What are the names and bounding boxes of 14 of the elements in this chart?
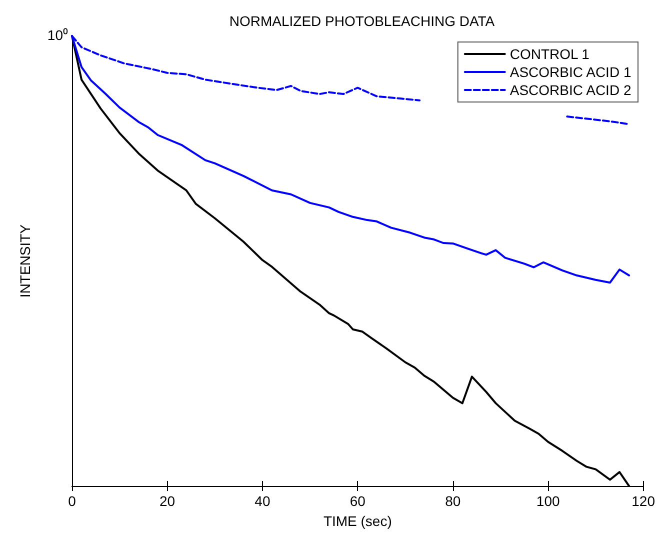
x-tick-label: 20 [159, 493, 176, 509]
x-tick-label: 0 [68, 493, 76, 509]
legend-label: ASCORBIC ACID 2 [510, 82, 632, 98]
chart-title: NORMALIZED PHOTOBLEACHING DATA [229, 13, 496, 29]
x-tick-label: 60 [350, 493, 366, 509]
x-tick-label: 100 [536, 493, 560, 509]
x-tick-label: 80 [445, 493, 461, 509]
x-axis-title: TIME (sec) [323, 513, 392, 529]
legend-label: CONTROL 1 [510, 46, 590, 62]
y-axis-title: INTENSITY [17, 224, 33, 298]
x-tick-label: 120 [632, 493, 656, 509]
x-tick-label: 40 [254, 493, 270, 509]
text: 10⁰ [47, 27, 68, 43]
legend-label: ASCORBIC ACID 1 [510, 64, 632, 80]
